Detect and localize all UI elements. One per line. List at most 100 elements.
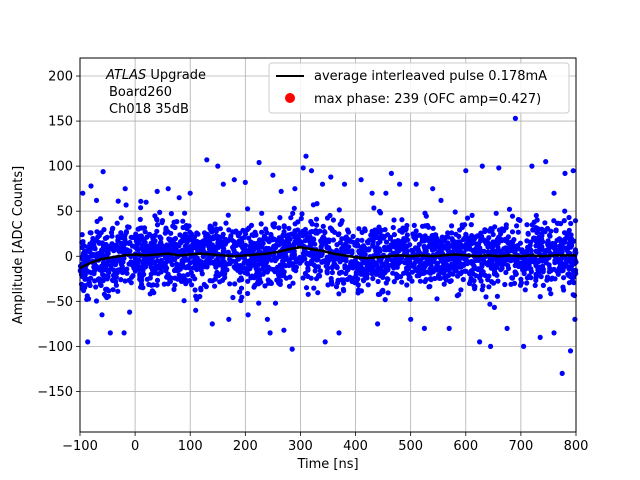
scatter-point [479,263,485,269]
scatter-point [479,287,485,293]
scatter-point [509,213,516,219]
scatter-point [152,232,158,238]
scatter-point [242,242,249,248]
scatter-point [441,281,447,287]
scatter-point [198,287,204,293]
scatter-point [427,261,434,267]
scatter-point [182,277,188,283]
scatter-point [192,287,198,293]
scatter-point [230,294,236,301]
scatter-point [179,247,185,253]
y-tick-label: 100 [48,160,73,175]
scatter-point [217,226,223,232]
scatter-point [494,256,500,262]
scatter-point [513,257,519,264]
scatter-point [535,249,541,255]
scatter-point [524,280,530,286]
scatter-point [492,262,498,268]
scatter-point [135,261,141,267]
scatter-point [477,245,483,251]
scatter-point [539,226,545,232]
scatter-point [317,228,323,234]
scatter-point [292,186,298,192]
scatter-point [237,263,244,269]
scatter-point [128,280,134,286]
scatter-point [185,263,191,269]
scatter-point [524,238,530,244]
scatter-point [534,217,540,223]
scatter-point [527,242,533,248]
scatter-point [328,275,334,282]
scatter-point [432,267,438,273]
scatter-point [361,278,367,284]
scatter-point [231,238,237,245]
scatter-point [152,238,158,244]
scatter-point [203,261,209,267]
scatter-point [431,246,438,252]
scatter-point [531,235,537,241]
scatter-point [544,277,550,283]
scatter-point [555,271,561,277]
scatter-point [142,229,148,235]
scatter-point [497,235,503,241]
scatter-point [334,242,340,248]
scatter-point [264,269,270,275]
scatter-point [286,283,293,289]
scatter-point [171,236,177,242]
scatter-point [522,287,528,293]
scatter-point [517,217,523,223]
scatter-point [231,242,237,248]
scatter-point [157,209,163,215]
scatter-point [432,239,439,245]
scatter-point [329,255,335,261]
scatter-point [300,165,306,171]
scatter-point [421,264,428,270]
scatter-point [378,227,385,233]
scatter-point [468,260,474,266]
scatter-point [315,264,321,270]
scatter-point [193,264,199,270]
scatter-point [557,262,563,268]
scatter-point [110,272,117,278]
scatter-point [562,256,569,262]
scatter-point [407,242,413,248]
scatter-point [453,268,459,274]
scatter-point [256,257,262,263]
scatter-point [453,260,459,266]
scatter-point [371,205,377,211]
scatter-point [290,280,296,286]
scatter-point [272,269,278,275]
scatter-point [547,286,553,292]
scatter-point [98,282,104,288]
scatter-point [326,239,332,245]
scatter-point [171,219,177,225]
scatter-point [138,198,144,204]
scatter-point [515,229,521,235]
scatter-point [242,179,248,185]
scatter-point [567,266,573,272]
scatter-point [149,267,156,273]
scatter-point [419,234,425,240]
scatter-point [130,273,136,279]
scatter-point [499,261,505,267]
scatter-point [171,286,177,292]
x-tick-label: 0 [131,439,139,454]
scatter-point [358,177,364,183]
scatter-point [276,273,282,279]
scatter-point [147,275,153,281]
scatter-point [460,236,467,243]
scatter-point [108,266,114,272]
scatter-point [271,244,277,250]
scatter-point [264,316,270,322]
scatter-point [390,270,396,276]
scatter-point [137,216,143,222]
scatter-point [88,183,94,189]
scatter-point [503,245,509,251]
scatter-point [503,222,509,228]
scatter-point [528,275,534,281]
scatter-point [354,260,360,266]
scatter-point [462,256,468,263]
scatter-point [572,316,578,322]
scatter-point [316,251,322,257]
scatter-point [319,181,326,187]
